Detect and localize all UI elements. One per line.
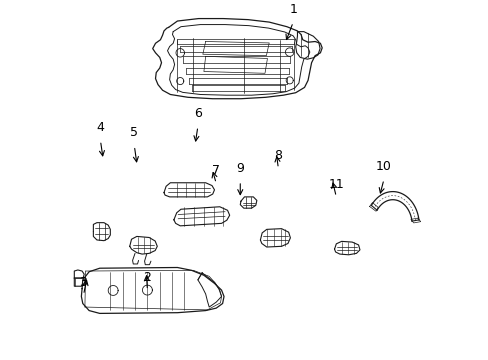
Text: 10: 10 <box>375 160 391 173</box>
Text: 8: 8 <box>274 149 282 162</box>
Text: 9: 9 <box>236 162 244 175</box>
Text: 7: 7 <box>212 164 220 177</box>
Text: 2: 2 <box>143 271 151 284</box>
Text: 3: 3 <box>80 276 87 289</box>
Text: 5: 5 <box>130 126 138 139</box>
Text: 4: 4 <box>96 121 104 134</box>
Text: 1: 1 <box>289 3 297 16</box>
Text: 11: 11 <box>328 177 344 190</box>
Text: 6: 6 <box>194 107 202 120</box>
